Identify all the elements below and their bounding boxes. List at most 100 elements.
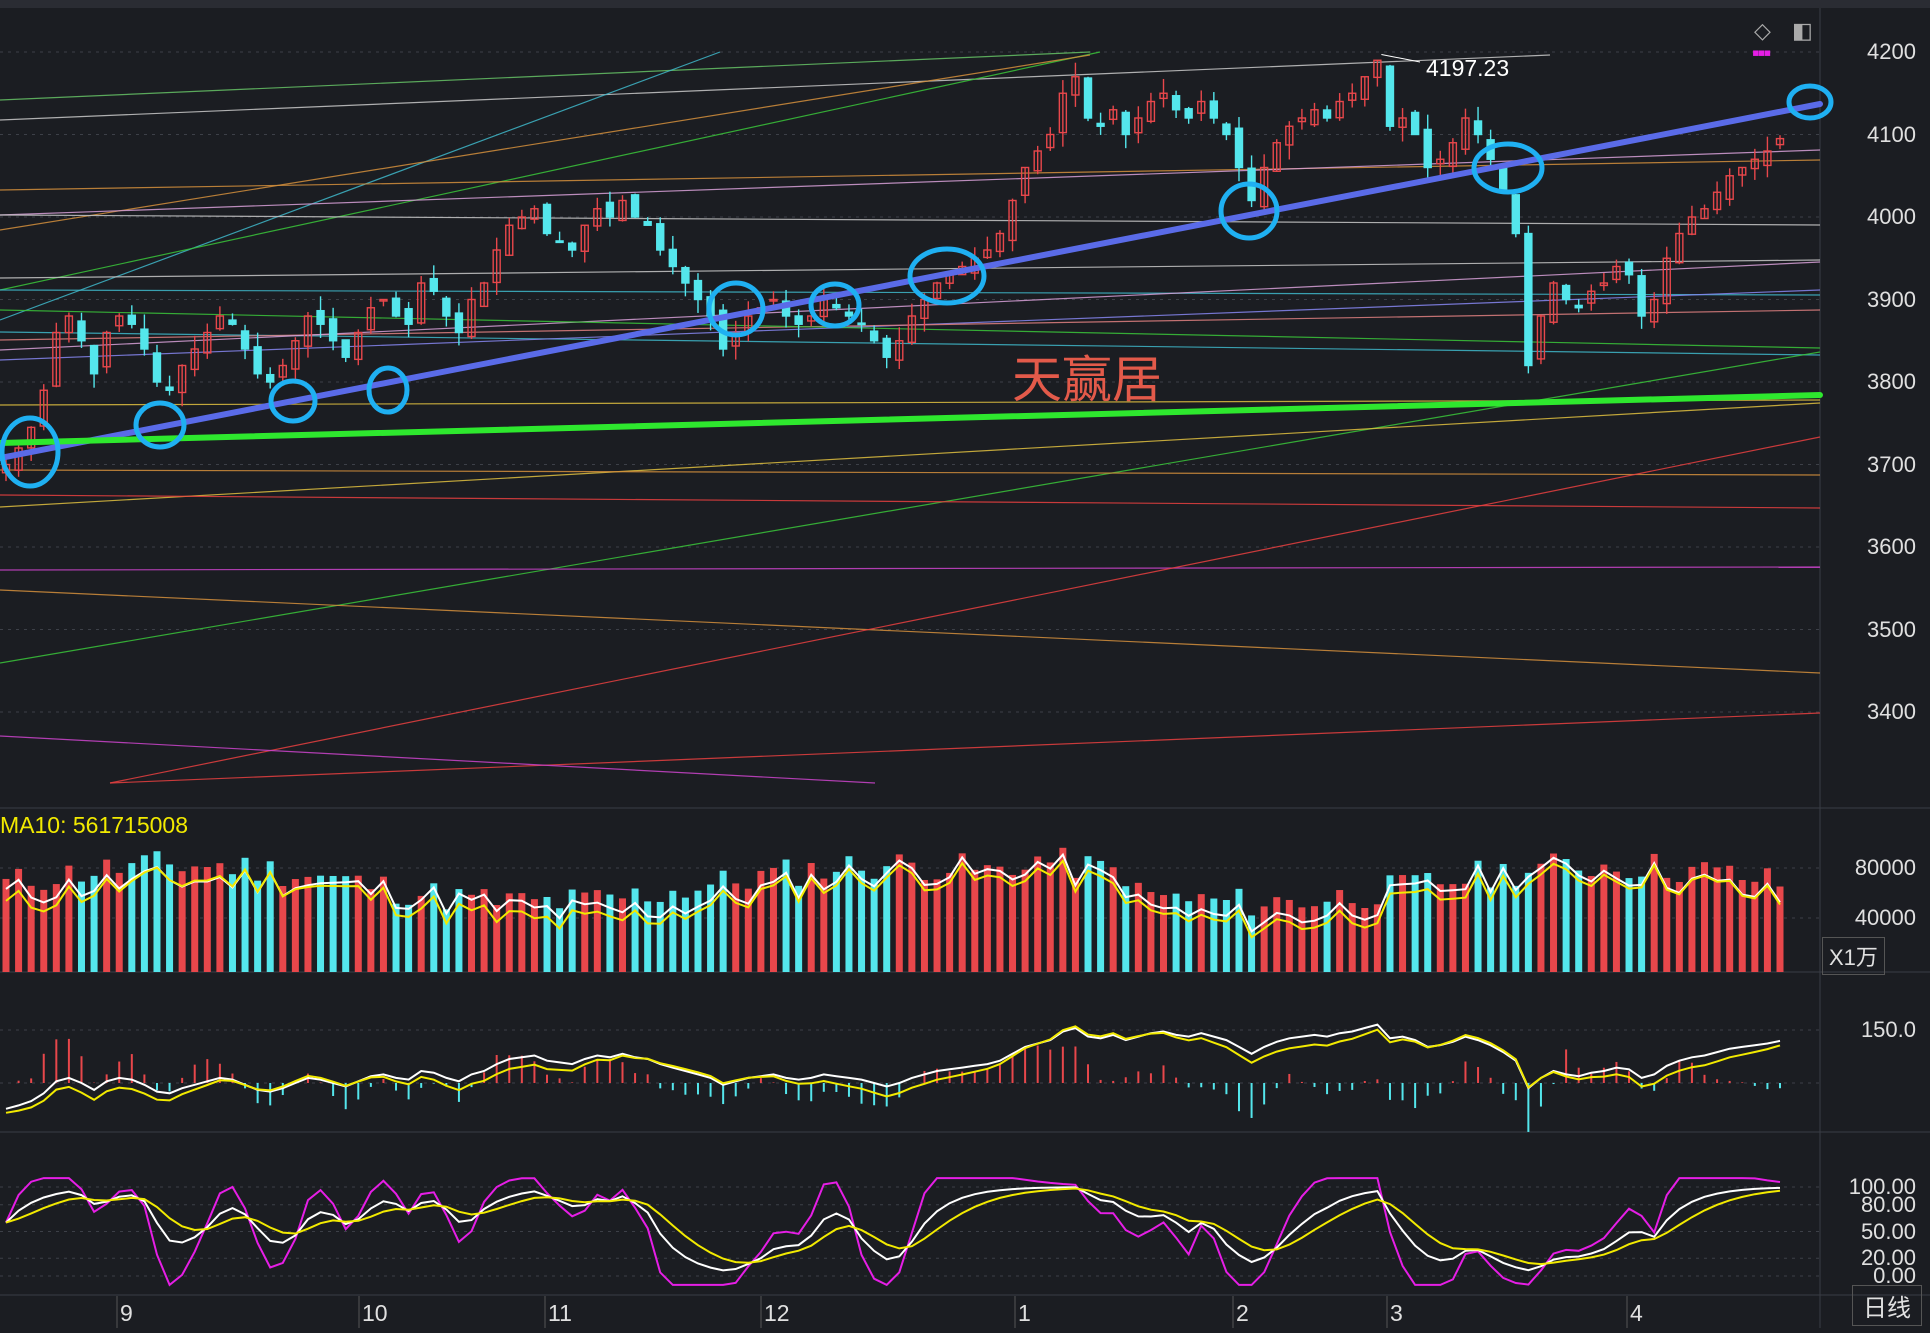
kdj-tick-label: 0.00 [1873,1263,1916,1288]
candlestick [1285,125,1294,146]
drawn-trendline [0,51,721,321]
volume-ma-label: MA10: 561715008 [0,812,188,838]
volume-bar [65,865,73,972]
volume-bar [254,880,262,972]
candlestick [291,340,300,370]
candlestick [555,240,564,244]
candlestick [278,364,287,378]
candlestick [1675,232,1684,264]
candlestick [152,352,162,383]
month-tick-label: 3 [1390,1300,1403,1326]
volume-bar [883,866,891,972]
volume-bar [1675,881,1683,972]
touch-circle [1218,181,1280,241]
volume-bar [996,866,1004,972]
candlestick [1134,117,1143,134]
candlestick [681,266,690,284]
volume-bar [1273,897,1281,972]
volume-bar [392,903,400,972]
volume-bar [681,897,689,972]
volume-bar [606,894,614,972]
candlestick [857,322,866,326]
drawn-trendline [109,712,1821,784]
volume-bar [1524,872,1532,972]
candlestick [1750,158,1760,170]
volume-bar [1059,847,1067,972]
volume-bar [1763,868,1771,972]
candlestick [1662,257,1671,305]
volume-bar [329,875,337,972]
volume-bar [153,851,161,972]
volume-bar [405,904,413,972]
kdj-tick-label: 20.00 [1860,1245,1916,1271]
volume-bar [342,876,350,972]
volume-bar [1751,881,1759,972]
candlestick [605,201,615,218]
volume-bar [669,890,677,972]
volume-bar [832,871,840,972]
price-tick-label: 3700 [1867,451,1916,477]
month-tick-label: 1 [1018,1300,1031,1326]
candlestick [442,297,451,317]
volume-bar [1248,915,1256,972]
candlestick [228,319,237,325]
candlestick [115,315,124,327]
volume-bar [1373,904,1381,972]
volume-bar [505,893,513,972]
period-selector[interactable]: 日线 [1852,1285,1922,1326]
volume-bar [417,895,425,972]
volume-unit-label[interactable]: X1万 [1822,937,1885,975]
candlestick [668,248,678,268]
diamond-icon[interactable]: ◇ [1754,18,1771,43]
candlestick [492,249,501,284]
volume-bar [719,870,727,972]
volume-bar [958,853,966,972]
candlestick [454,312,464,334]
candlestick [1360,76,1370,100]
volume-bar [556,908,564,972]
volume-bar [1210,898,1218,972]
drawn-trendline [0,309,1821,349]
panel-toggle-icon[interactable]: ◧ [1792,18,1813,43]
drawn-trendline [0,469,1821,476]
drawn-trendline [109,436,1821,784]
volume-bar [795,885,803,972]
volume-bar [1701,862,1709,972]
candlestick [1775,137,1785,146]
price-tick-label: 3900 [1867,286,1916,312]
volume-bar [40,889,48,972]
candlestick [593,208,602,227]
volume-bar [769,867,777,972]
candlestick [1297,117,1307,123]
volume-bar [1336,890,1344,972]
candlestick [1272,142,1281,172]
candlestick [1083,77,1093,119]
kdj-tick-label: 50.00 [1860,1218,1916,1244]
candlestick [1637,275,1646,317]
volume-bar [631,888,639,972]
volume-bar [1499,863,1507,972]
candlestick [907,315,917,344]
candlestick [140,328,149,350]
candlestick [1561,284,1571,301]
volume-bar [1688,866,1696,972]
candlestick [517,216,527,230]
volume-bar [858,870,866,972]
volume-bar [1160,895,1168,972]
volume-bar [581,892,589,972]
volume-bar [1399,875,1407,972]
volume-bar [1071,877,1079,972]
volume-bar [1449,884,1457,972]
candlestick [77,320,86,342]
volume-bar [807,863,815,972]
candlestick [1108,109,1118,121]
volume-bar [77,881,85,972]
touch-circle [366,365,410,415]
candlestick [1197,100,1206,114]
candlestick [1322,109,1332,119]
candlestick [995,232,1005,253]
volume-bar [1097,860,1105,972]
candlestick [203,331,212,354]
